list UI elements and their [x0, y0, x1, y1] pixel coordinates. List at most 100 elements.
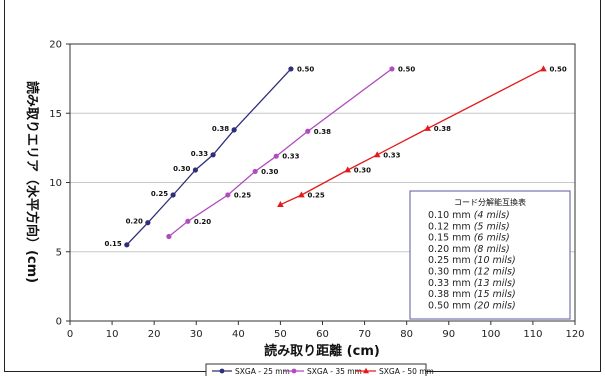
x-axis-title: 読み取り距離 (cm): [264, 343, 380, 359]
x-tick-label: 0: [67, 329, 73, 340]
data-label: 0.38: [434, 125, 451, 133]
x-tick-label: 50: [274, 329, 287, 340]
legend-item: SXGA - 35 mm: [284, 367, 362, 376]
data-label: 0.30: [173, 165, 190, 173]
x-tick-label: 110: [523, 329, 542, 340]
x-tick-label: 70: [358, 329, 371, 340]
series-layer: 0.150.200.250.300.330.380.500.200.250.30…: [105, 65, 567, 248]
resolution-item: 0.50 mm (20 mils): [428, 300, 516, 311]
legend-label: SXGA - 35 mm: [307, 367, 362, 376]
resolution-item: 0.25 mm (10 mils): [428, 255, 516, 266]
resolution-item: 0.12 mm (5 mils): [428, 221, 510, 232]
y-tick-label: 10: [49, 178, 62, 189]
x-tick-label: 10: [106, 329, 119, 340]
resolution-mm: 0.30 mm: [428, 267, 474, 278]
y-tick-label: 15: [49, 109, 62, 120]
resolution-mils: (12 mils): [474, 267, 516, 278]
data-point: [288, 66, 294, 72]
resolution-mm: 0.50 mm: [428, 300, 474, 311]
resolution-mm: 0.12 mm: [428, 221, 474, 232]
data-label: 0.25: [234, 191, 251, 199]
resolution-mils: (4 mils): [474, 210, 510, 221]
data-point: [424, 124, 432, 131]
series-line: [280, 68, 544, 206]
series-2: 0.200.250.300.330.380.50: [166, 65, 415, 240]
resolution-mm: 0.25 mm: [428, 255, 474, 266]
legend-label: SXGA - 25 mm: [235, 367, 290, 376]
data-point: [298, 191, 305, 198]
resolution-mils: (5 mils): [474, 221, 510, 232]
data-label: 0.20: [126, 218, 143, 226]
data-label: 0.15: [105, 240, 122, 248]
x-tick-label: 100: [481, 329, 500, 340]
resolution-item: 0.15 mm (6 mils): [428, 233, 510, 244]
resolution-table-box: [409, 190, 571, 320]
resolution-mils: (13 mils): [474, 278, 516, 289]
resolution-mm: 0.20 mm: [428, 244, 474, 255]
x-tick-label: 80: [400, 329, 413, 340]
data-point: [344, 166, 352, 173]
resolution-item: 0.30 mm (12 mils): [428, 267, 516, 278]
data-point: [277, 201, 284, 208]
data-label: 0.20: [194, 218, 211, 226]
data-point: [170, 192, 176, 198]
data-label: 0.30: [354, 167, 371, 175]
data-label: 0.25: [307, 191, 324, 199]
resolution-mils: (15 mils): [474, 289, 516, 300]
data-point: [124, 242, 130, 248]
x-tick-label: 90: [442, 329, 455, 340]
legend-marker: [363, 367, 369, 374]
legend-item: SXGA - 50 mm: [356, 367, 434, 376]
x-tick-label: 40: [232, 329, 245, 340]
resolution-mm: 0.10 mm: [428, 210, 474, 221]
data-point: [210, 152, 216, 158]
data-point: [305, 128, 311, 134]
resolution-mils: (8 mils): [474, 244, 510, 255]
legend: SXGA - 25 mm SXGA - 35 mm SXGA - 50 mm: [205, 363, 434, 376]
resolution-item: 0.20 mm (8 mils): [428, 244, 510, 255]
data-label: 0.33: [191, 150, 208, 158]
data-label: 0.38: [314, 128, 331, 136]
data-point: [252, 168, 258, 175]
data-point: [145, 220, 151, 226]
legend-item: SXGA - 25 mm: [212, 367, 290, 376]
y-tick-label: 20: [49, 40, 62, 51]
axis-layer: 0 5 10 15 20 0 10 20 30 40 50 60 70 80 90 100 110 120: [49, 40, 584, 341]
y-axis-title: 読み取りエリア（水平方向）(cm): [24, 81, 40, 283]
resolution-item: 0.33 mm (13 mils): [428, 278, 516, 289]
data-point: [389, 66, 395, 72]
x-tick-label: 60: [316, 329, 329, 340]
series-1: 0.150.200.250.300.330.380.50: [105, 65, 315, 247]
data-label: 0.30: [261, 168, 278, 176]
y-tick-label: 5: [56, 247, 62, 258]
data-point: [166, 233, 172, 240]
data-label: 0.33: [282, 153, 299, 161]
resolution-mm: 0.15 mm: [428, 233, 474, 244]
resolution-item: 0.10 mm (4 mils): [428, 210, 510, 221]
resolution-mm: 0.38 mm: [428, 289, 474, 300]
data-label: 0.50: [398, 65, 415, 73]
data-point: [231, 127, 237, 133]
data-label: 0.50: [549, 65, 566, 73]
data-point: [192, 167, 199, 173]
resolution-table-items: 0.10 mm (4 mils)0.12 mm (5 mils)0.15 mm …: [428, 210, 516, 311]
resolution-table: コード分解能互換表 0.10 mm (4 mils)0.12 mm (5 mil…: [409, 190, 571, 320]
y-tick-label: 0: [56, 317, 62, 328]
resolution-mm: 0.33 mm: [428, 278, 474, 289]
data-point: [373, 151, 381, 158]
data-label: 0.25: [151, 190, 168, 198]
data-label: 0.33: [383, 151, 400, 159]
data-point: [540, 65, 547, 72]
legend-label: SXGA - 50 mm: [379, 367, 434, 376]
legend-marker: [219, 368, 225, 374]
data-point: [225, 192, 231, 198]
resolution-mils: (6 mils): [474, 233, 510, 244]
series-3: 0.25 0.30 0.33 0.38 0.50: [277, 65, 567, 208]
data-label: 0.50: [297, 65, 314, 73]
data-label: 0.38: [212, 125, 229, 133]
x-tick-label: 30: [190, 329, 203, 340]
x-tick-label: 120: [565, 329, 584, 340]
resolution-mils: (10 mils): [474, 255, 516, 266]
legend-box: [205, 363, 427, 376]
